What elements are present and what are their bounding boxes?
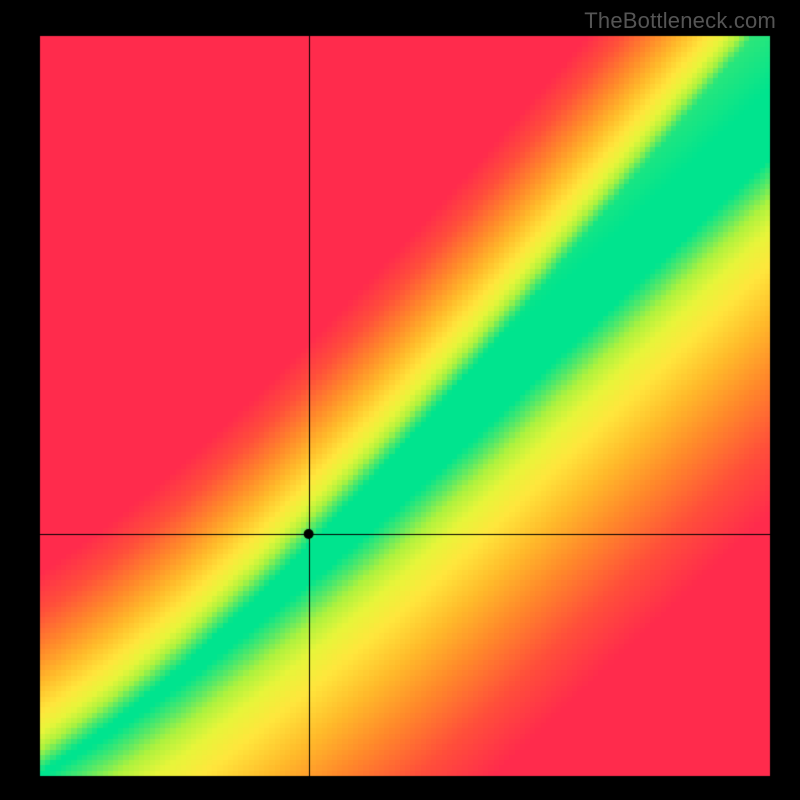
- bottleneck-heatmap-canvas: [0, 0, 800, 800]
- figure-frame: TheBottleneck.com: [0, 0, 800, 800]
- watermark-text: TheBottleneck.com: [584, 8, 776, 34]
